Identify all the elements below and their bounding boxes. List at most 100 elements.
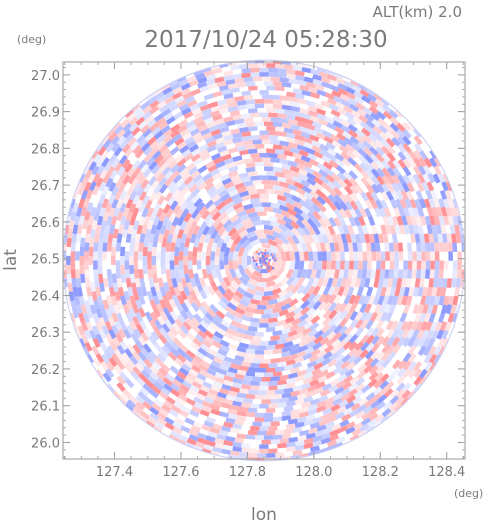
field-cell [389, 395, 400, 405]
field-cell [339, 93, 350, 102]
field-cell [133, 106, 144, 116]
field-cell [250, 193, 260, 200]
field-cell [396, 122, 406, 133]
field-cell [358, 216, 366, 227]
field-cell [89, 206, 97, 217]
field-cell [296, 350, 307, 359]
field-cell [428, 278, 435, 288]
y-tick-label: 26.3 [31, 326, 60, 341]
field-cell [89, 282, 96, 293]
field-cell [284, 316, 296, 324]
field-cell [169, 184, 179, 195]
field-cell [318, 343, 329, 353]
field-cell [197, 388, 208, 397]
field-cell [393, 269, 399, 279]
field-cell [212, 90, 223, 98]
field-cell [417, 304, 425, 315]
field-cell [400, 190, 409, 201]
field-cell [123, 328, 132, 339]
field-cell [430, 189, 438, 200]
field-cell [259, 448, 269, 454]
field-cell [266, 188, 276, 195]
field-cell [298, 149, 310, 158]
field-cell [98, 237, 104, 248]
field-cell [156, 315, 166, 326]
field-cell [213, 156, 224, 165]
field-cell [199, 343, 210, 353]
field-cell [351, 84, 362, 93]
field-cell [96, 215, 104, 226]
field-cell [84, 242, 90, 252]
field-cell [236, 122, 247, 129]
field-cell [428, 353, 438, 364]
field-cell [225, 272, 234, 283]
field-cell [364, 303, 373, 314]
field-cell [148, 277, 155, 288]
field-cell [452, 215, 459, 226]
field-cell [214, 376, 226, 385]
field-cell [221, 153, 232, 161]
field-cell [382, 278, 389, 289]
field-cell [381, 174, 391, 186]
field-cell [261, 220, 272, 226]
field-cell [395, 396, 405, 406]
field-cell [287, 418, 298, 425]
field-cell [99, 282, 105, 293]
field-cell [175, 302, 184, 313]
field-cell [327, 225, 336, 236]
field-cell [66, 237, 72, 248]
field-cell [231, 294, 242, 304]
field-cell [239, 190, 250, 198]
field-cell [261, 313, 272, 319]
field-cell [337, 178, 348, 189]
field-cell [275, 250, 282, 261]
field-cell [266, 170, 276, 177]
field-cell [373, 303, 382, 315]
field-cell [275, 108, 285, 114]
field-cell [175, 397, 186, 406]
field-cell [305, 100, 316, 108]
field-cell [236, 410, 247, 417]
field-cell [142, 110, 153, 120]
field-cell [93, 269, 99, 279]
field-cell [153, 113, 164, 123]
field-cell [153, 183, 163, 194]
field-cell [208, 101, 219, 109]
field-cell [135, 299, 143, 310]
field-speckle [255, 262, 258, 265]
field-cell [243, 94, 254, 101]
field-speckle [271, 256, 274, 259]
field-cell [324, 401, 335, 410]
field-cell [277, 402, 287, 408]
field-cell [227, 101, 238, 108]
field-cell [119, 139, 129, 150]
field-cell [324, 421, 335, 429]
field-cell [349, 251, 354, 261]
field-cell [214, 221, 224, 232]
field-cell [360, 319, 369, 330]
field-cell [319, 148, 330, 158]
field-cell [210, 229, 219, 240]
field-cell [195, 351, 206, 360]
field-cell [329, 79, 340, 87]
field-cell [256, 367, 267, 373]
field-cell [239, 213, 250, 222]
field-cell [448, 251, 453, 261]
field-cell [382, 295, 390, 306]
field-cell [396, 182, 405, 193]
field-cell [96, 295, 104, 306]
field-cell [396, 128, 406, 139]
field-cell [375, 199, 384, 210]
field-cell [304, 166, 315, 175]
field-cell [241, 113, 251, 119]
field-speckle [261, 253, 264, 256]
field-cell [276, 338, 287, 345]
field-cell [346, 150, 357, 160]
field-cell [198, 305, 208, 316]
field-cell [423, 233, 430, 244]
field-cell [119, 392, 130, 403]
field-cell [421, 260, 426, 270]
field-cell [212, 380, 223, 389]
field-cell [303, 191, 314, 201]
